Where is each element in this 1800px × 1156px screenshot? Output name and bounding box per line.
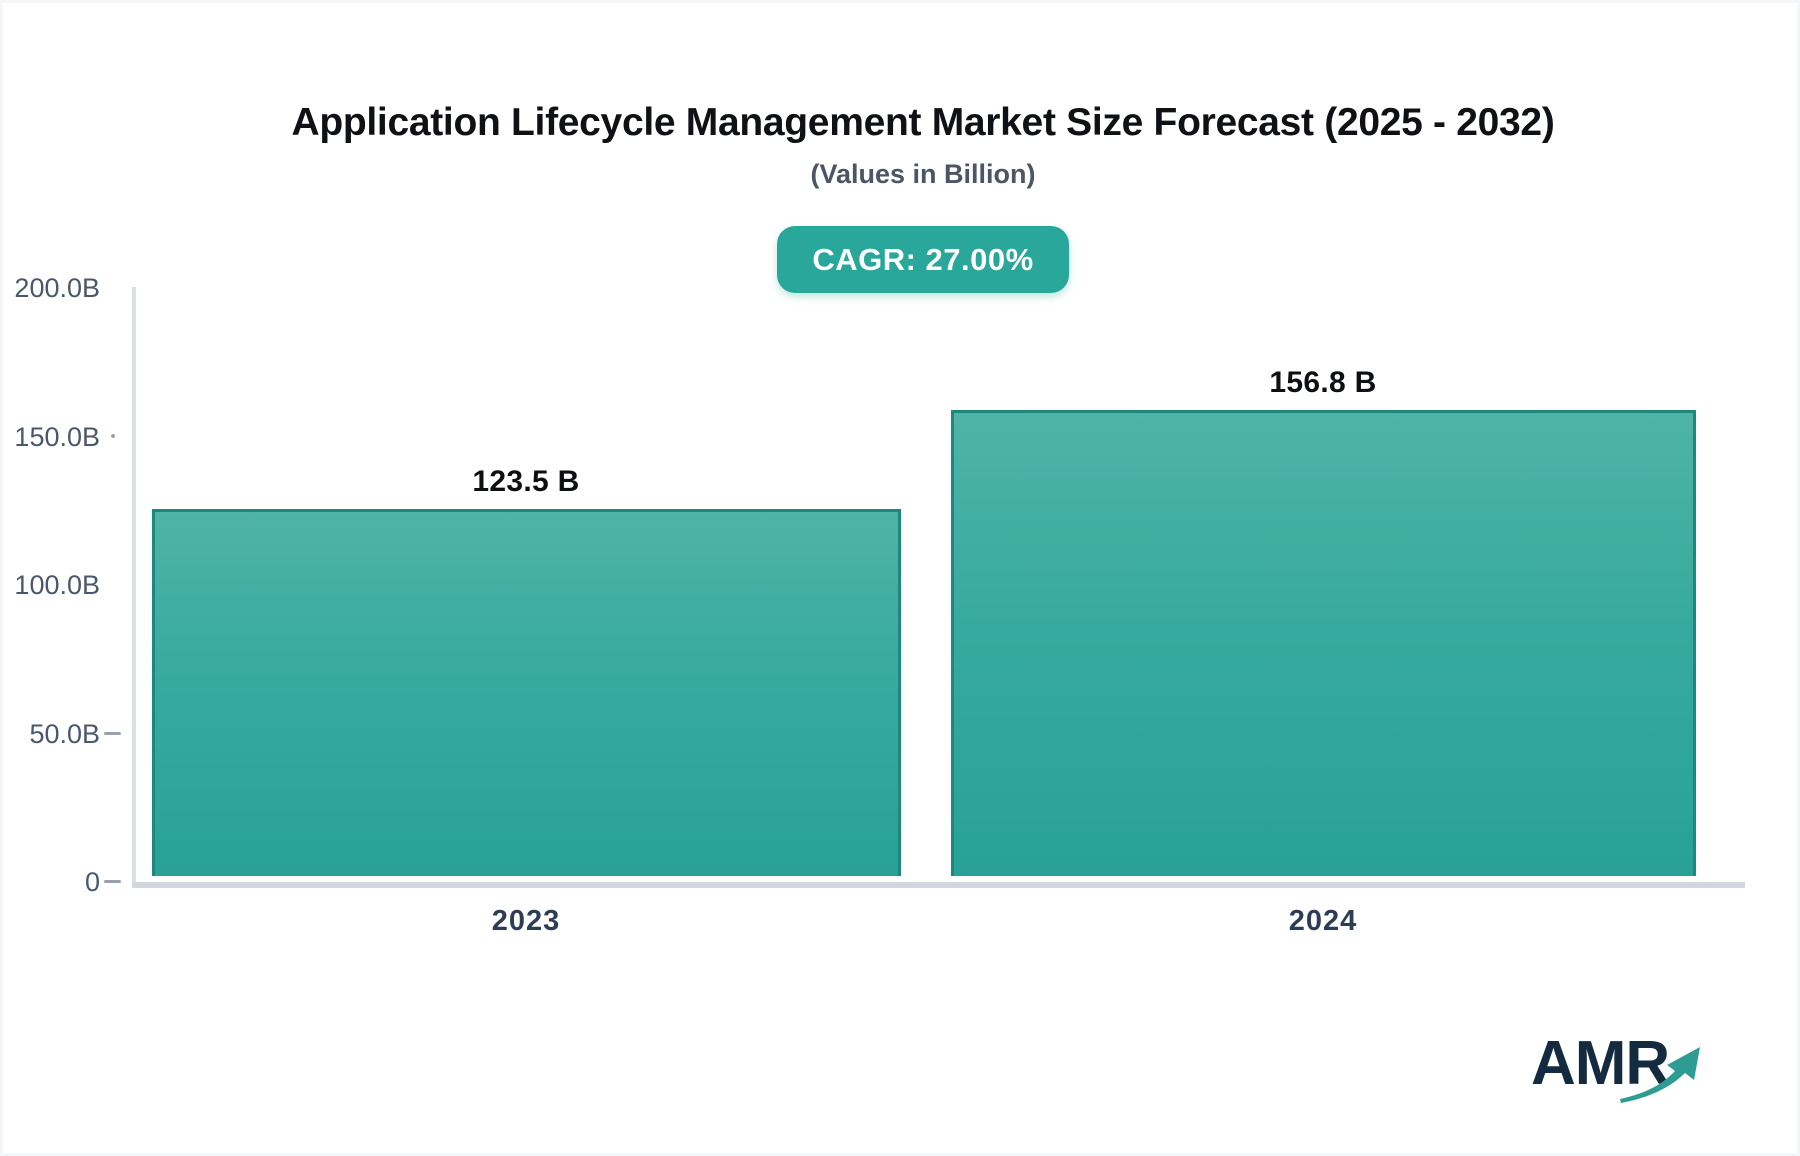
y-tick-mark-50 xyxy=(104,732,121,735)
y-tick-mark-150 xyxy=(111,434,115,438)
growth-arrow-icon xyxy=(1620,1047,1700,1103)
x-tick-label-2024: 2024 xyxy=(1288,905,1358,937)
chart-header: Application Lifecycle Management Market … xyxy=(49,3,1797,293)
y-tick-label-50: 50.0B xyxy=(29,719,100,749)
y-tick-label-200: 200.0B xyxy=(14,273,100,303)
cagr-badge: CAGR: 27.00% xyxy=(777,226,1069,293)
bar-2023 xyxy=(152,509,901,876)
y-axis-line xyxy=(132,287,136,888)
y-tick-label-100: 100.0B xyxy=(14,570,100,600)
amr-logo-text: AMR xyxy=(1531,1029,1670,1098)
x-tick-label-2023: 2023 xyxy=(491,905,561,937)
bar-2024 xyxy=(951,410,1696,876)
chart-subtitle: (Values in Billion) xyxy=(810,159,1036,189)
amr-logo: AMR xyxy=(1531,1033,1721,1113)
x-axis-line xyxy=(132,882,1745,888)
y-tick-mark-0 xyxy=(104,880,121,883)
y-tick-label-0: 0 xyxy=(84,867,100,897)
bar-value-label-0: 123.5 B xyxy=(472,465,580,498)
bar-value-label-1: 156.8 B xyxy=(1269,366,1377,399)
chart-title: Application Lifecycle Management Market … xyxy=(291,101,1555,144)
y-tick-label-150: 150.0B xyxy=(14,422,100,452)
